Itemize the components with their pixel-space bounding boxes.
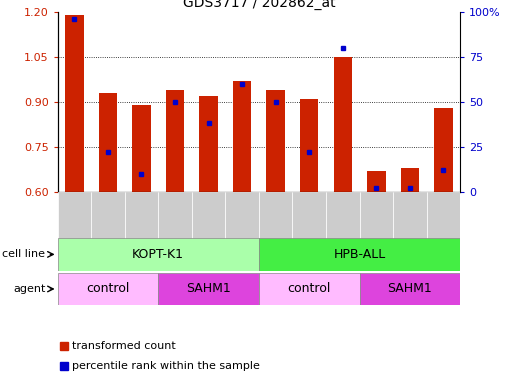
Text: cell line: cell line [3, 249, 46, 260]
Bar [401, 168, 419, 192]
FancyBboxPatch shape [259, 192, 292, 271]
FancyBboxPatch shape [91, 192, 124, 271]
Text: percentile rank within the sample: percentile rank within the sample [72, 361, 259, 371]
Bar [334, 56, 352, 192]
Text: SAHM1: SAHM1 [388, 283, 433, 295]
Text: KOPT-K1: KOPT-K1 [132, 248, 184, 261]
FancyBboxPatch shape [360, 192, 393, 271]
FancyBboxPatch shape [192, 192, 225, 271]
Bar [300, 99, 319, 192]
Bar [266, 90, 285, 192]
FancyBboxPatch shape [259, 238, 460, 271]
Bar [199, 96, 218, 192]
FancyBboxPatch shape [360, 273, 460, 305]
FancyBboxPatch shape [158, 273, 259, 305]
FancyBboxPatch shape [58, 192, 91, 271]
Bar [233, 81, 252, 192]
Text: control: control [288, 283, 331, 295]
Text: agent: agent [13, 284, 46, 294]
FancyBboxPatch shape [259, 273, 360, 305]
Bar [166, 90, 184, 192]
Bar [132, 105, 151, 192]
FancyBboxPatch shape [427, 192, 460, 271]
Bar [99, 93, 117, 192]
FancyBboxPatch shape [393, 192, 427, 271]
FancyBboxPatch shape [58, 273, 158, 305]
Bar [434, 108, 453, 192]
FancyBboxPatch shape [158, 192, 192, 271]
Text: HPB-ALL: HPB-ALL [334, 248, 385, 261]
Bar [65, 15, 84, 192]
FancyBboxPatch shape [58, 238, 259, 271]
Text: SAHM1: SAHM1 [186, 283, 231, 295]
FancyBboxPatch shape [225, 192, 259, 271]
Text: control: control [86, 283, 130, 295]
FancyBboxPatch shape [292, 192, 326, 271]
Text: transformed count: transformed count [72, 341, 175, 351]
FancyBboxPatch shape [124, 192, 158, 271]
Bar [367, 171, 385, 192]
FancyBboxPatch shape [326, 192, 360, 271]
Title: GDS3717 / 202862_at: GDS3717 / 202862_at [183, 0, 335, 10]
